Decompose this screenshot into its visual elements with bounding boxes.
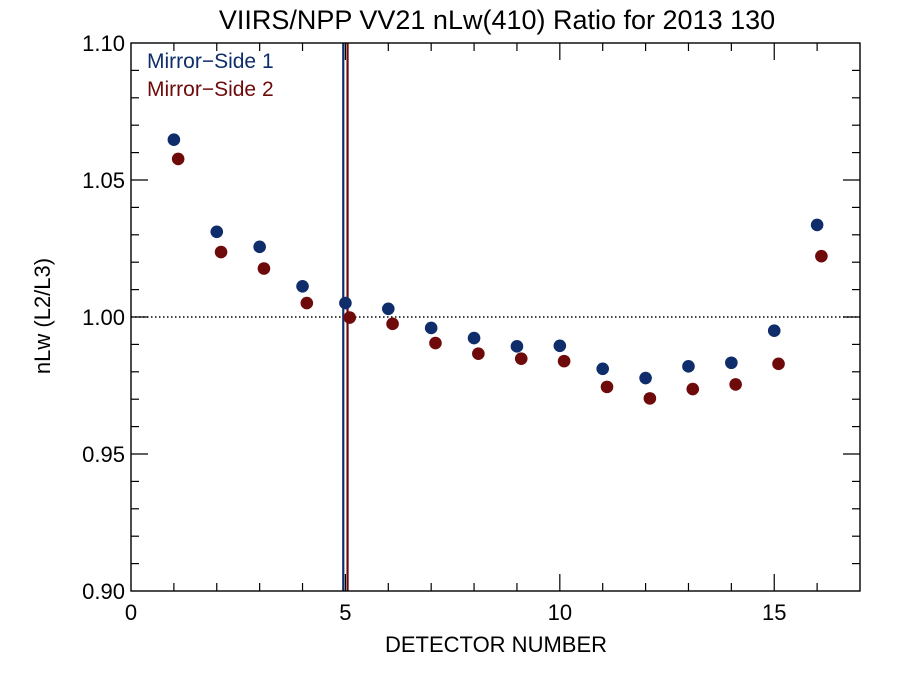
point-series-2-detector-2 bbox=[214, 245, 228, 259]
point-series-2-detector-3 bbox=[257, 262, 271, 275]
point-series-2-detector-12 bbox=[643, 392, 657, 405]
tick-label-layer: 0 5 10 15 0.90 0.95 1.00 1.05 1.10 bbox=[82, 31, 786, 625]
point-series-1-detector-5 bbox=[339, 296, 352, 310]
point-series-2-detector-16 bbox=[815, 249, 828, 263]
point-series-2-detector-9 bbox=[514, 352, 528, 365]
point-series-1-detector-11 bbox=[596, 362, 610, 376]
point-series-2-detector-15 bbox=[772, 357, 785, 371]
legend-label-mirror-side-2: Mirror−Side 2 bbox=[147, 78, 274, 101]
point-series-2-detector-11 bbox=[600, 380, 614, 394]
point-series-2-detector-14 bbox=[729, 378, 742, 391]
point-series-2-detector-1 bbox=[171, 152, 185, 166]
x-tick-label: 0 bbox=[125, 600, 137, 625]
point-series-1-detector-9 bbox=[510, 340, 524, 353]
point-series-1-detector-3 bbox=[253, 240, 266, 254]
chart-title: VIIRS/NPP VV21 nLw(410) Ratio for 2013 1… bbox=[219, 5, 775, 35]
point-series-2-detector-10 bbox=[557, 354, 571, 368]
point-series-1-detector-16 bbox=[810, 218, 824, 232]
point-series-1-detector-6 bbox=[381, 302, 395, 316]
point-series-1-detector-2 bbox=[210, 225, 224, 239]
y-tick-label: 0.95 bbox=[82, 442, 125, 467]
point-series-1-detector-10 bbox=[553, 339, 567, 353]
y-tick-label: 1.05 bbox=[82, 168, 125, 193]
x-tick-label: 10 bbox=[548, 600, 572, 625]
point-series-2-detector-8 bbox=[472, 347, 485, 361]
point-series-2-detector-13 bbox=[686, 382, 700, 396]
x-axis-label: DETECTOR NUMBER bbox=[385, 632, 607, 657]
point-series-1-detector-15 bbox=[767, 324, 781, 338]
point-series-1-detector-7 bbox=[424, 321, 438, 335]
point-series-1-detector-14 bbox=[725, 356, 738, 370]
point-series-1-detector-13 bbox=[682, 360, 695, 373]
legend: Mirror−Side 1 Mirror−Side 2 bbox=[147, 50, 274, 101]
x-tick-label: 15 bbox=[762, 600, 786, 625]
point-series-2-detector-4 bbox=[300, 296, 314, 310]
legend-label-mirror-side-1: Mirror−Side 1 bbox=[147, 50, 274, 73]
point-series-1-detector-4 bbox=[296, 280, 309, 293]
point-series-1-detector-1 bbox=[167, 133, 181, 147]
x-tick-label: 5 bbox=[339, 600, 351, 625]
point-series-2-detector-6 bbox=[386, 317, 399, 331]
y-tick-label: 1.10 bbox=[82, 31, 125, 56]
point-series-2-detector-5 bbox=[343, 311, 357, 324]
y-tick-label: 1.00 bbox=[82, 305, 125, 330]
y-tick-label: 0.90 bbox=[82, 579, 125, 604]
point-series-1-detector-8 bbox=[467, 331, 481, 345]
tick-layer bbox=[131, 43, 860, 591]
point-layer bbox=[167, 133, 828, 405]
y-axis-label: nLw (L2/L3) bbox=[30, 258, 55, 374]
point-series-2-detector-7 bbox=[429, 336, 442, 350]
point-series-1-detector-12 bbox=[639, 371, 652, 385]
